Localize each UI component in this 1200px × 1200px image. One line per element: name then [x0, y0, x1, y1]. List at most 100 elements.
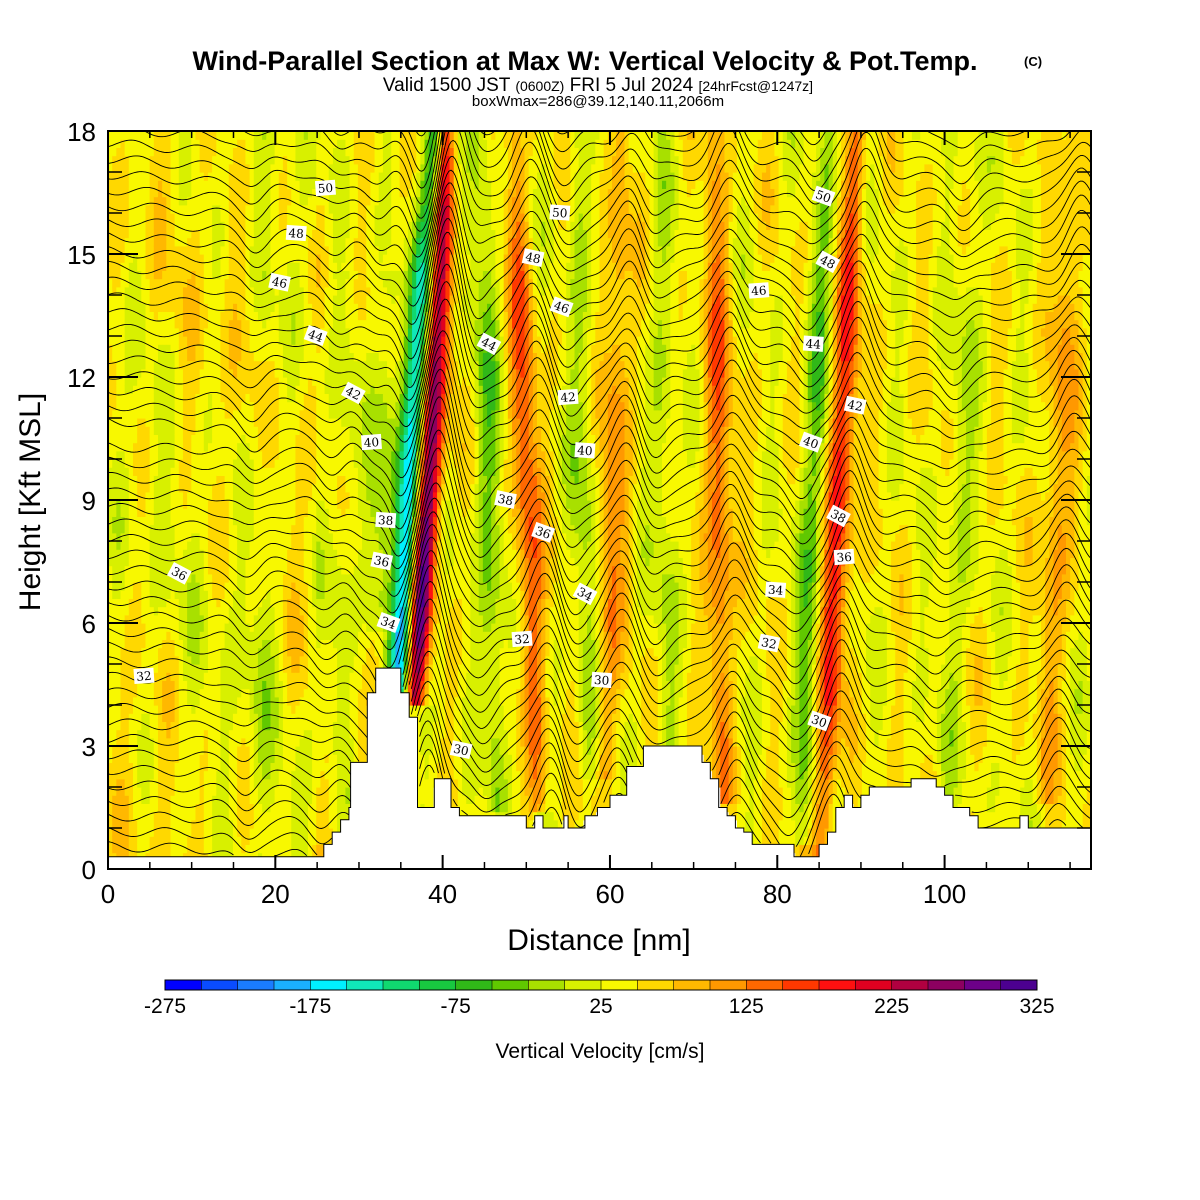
- w-cell: [220, 459, 226, 468]
- w-cell: [187, 459, 192, 468]
- w-cell: [145, 500, 151, 509]
- w-cell: [112, 524, 117, 534]
- w-cell: [257, 754, 263, 763]
- w-cell: [141, 377, 147, 386]
- w-cell: [212, 442, 217, 452]
- w-cell: [137, 368, 142, 378]
- w-cell: [307, 131, 313, 140]
- w-cell: [224, 778, 230, 788]
- w-cell: [166, 819, 172, 829]
- w-cell: [145, 426, 151, 435]
- w-cell: [237, 483, 242, 493]
- w-cell: [278, 147, 284, 157]
- w-cell: [132, 549, 138, 558]
- w-cell: [166, 582, 172, 591]
- w-cell: [162, 467, 167, 476]
- w-cell: [132, 631, 138, 640]
- w-cell: [287, 500, 292, 509]
- w-cell: [287, 508, 292, 517]
- w-cell: [145, 442, 151, 452]
- w-cell: [287, 778, 292, 788]
- w-cell: [216, 778, 222, 788]
- w-cell: [207, 811, 213, 821]
- w-cell: [137, 508, 142, 517]
- w-cell: [274, 524, 280, 534]
- w-cell: [128, 319, 134, 329]
- w-cell: [262, 483, 267, 493]
- w-cell: [199, 319, 205, 329]
- w-cell: [287, 631, 292, 640]
- w-cell: [337, 639, 342, 649]
- w-cell: [241, 352, 247, 362]
- w-cell: [307, 467, 313, 476]
- w-cell: [220, 393, 226, 403]
- w-cell: [237, 155, 242, 165]
- w-cell: [266, 221, 272, 230]
- w-cell: [116, 713, 122, 722]
- w-cell: [262, 516, 267, 526]
- w-cell: [224, 475, 230, 485]
- w-cell: [145, 467, 151, 476]
- w-cell: [141, 368, 147, 378]
- w-cell: [249, 426, 255, 435]
- w-cell: [282, 746, 288, 755]
- w-cell: [182, 401, 188, 411]
- w-cell: [232, 549, 238, 558]
- w-cell: [149, 188, 155, 198]
- w-cell: [220, 541, 226, 550]
- w-cell: [220, 295, 226, 304]
- w-cell: [266, 270, 272, 280]
- w-cell: [324, 532, 330, 542]
- w-cell: [224, 368, 230, 378]
- w-cell: [253, 524, 259, 534]
- w-cell: [295, 418, 301, 427]
- w-cell: [220, 647, 226, 657]
- w-cell: [182, 639, 188, 649]
- w-cell: [157, 754, 163, 763]
- w-cell: [224, 803, 230, 813]
- w-cell: [257, 787, 263, 796]
- w-cell: [191, 418, 197, 427]
- w-cell: [141, 278, 147, 288]
- w-cell: [274, 713, 280, 722]
- w-cell: [307, 549, 313, 558]
- w-cell: [178, 721, 184, 731]
- w-cell: [245, 836, 251, 845]
- w-cell: [108, 631, 113, 640]
- w-cell: [249, 344, 255, 353]
- w-cell: [303, 409, 309, 419]
- w-cell: [195, 598, 201, 608]
- w-cell: [320, 508, 326, 517]
- w-cell: [266, 606, 272, 616]
- w-cell: [224, 582, 230, 591]
- w-cell: [253, 565, 259, 575]
- w-cell: [128, 262, 134, 271]
- w-cell: [224, 409, 230, 419]
- w-cell: [232, 647, 238, 657]
- w-cell: [191, 828, 197, 837]
- w-cell: [149, 393, 155, 403]
- w-cell: [232, 336, 238, 345]
- w-cell: [166, 721, 172, 731]
- w-cell: [145, 163, 151, 173]
- w-cell: [153, 811, 159, 821]
- w-cell: [278, 639, 284, 649]
- w-cell: [266, 565, 272, 575]
- w-cell: [228, 204, 234, 214]
- w-cell: [199, 664, 205, 673]
- w-cell: [220, 705, 226, 714]
- w-cell: [232, 680, 238, 690]
- w-cell: [120, 163, 126, 173]
- w-cell: [274, 434, 280, 444]
- w-cell: [120, 237, 126, 247]
- w-cell: [174, 631, 180, 640]
- w-cell: [228, 213, 234, 222]
- w-cell: [137, 565, 142, 575]
- w-cell: [282, 352, 288, 362]
- w-cell: [249, 262, 255, 271]
- w-cell: [274, 467, 280, 476]
- w-cell: [287, 819, 292, 829]
- w-cell: [257, 500, 263, 509]
- w-cell: [191, 623, 197, 632]
- w-cell: [187, 442, 192, 452]
